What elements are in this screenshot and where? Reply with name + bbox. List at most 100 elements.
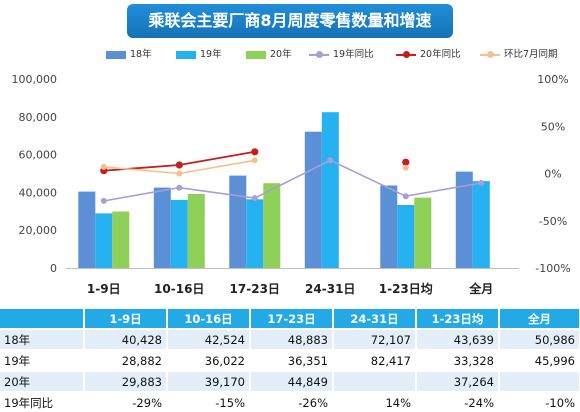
x-category-label: 全月 (468, 281, 493, 296)
legend-item-20: 20年 (246, 46, 292, 64)
table-cell: 39,170 (167, 370, 251, 392)
table-row: 19年同比 -29% -15% -26% 14% -24% -10% (0, 391, 580, 412)
table-cell: 82,417 (333, 349, 417, 371)
table-header: 17-23日 (250, 309, 334, 329)
table-cell: 36,022 (167, 349, 251, 371)
line-point (478, 179, 485, 186)
x-category-label: 24-31日 (305, 282, 355, 296)
legend-swatch-20 (246, 51, 266, 59)
legend: 18年 19年 20年 19年同比 20年同比 环比7月同期 (106, 46, 576, 64)
bar (246, 199, 264, 268)
x-category-label: 10-16日 (154, 282, 204, 296)
line-series (103, 159, 482, 202)
y-right-tick-label: 0% (544, 168, 561, 181)
table-cell: 36,351 (250, 349, 334, 371)
bar (153, 187, 171, 268)
y-right-tick-label: 50% (541, 120, 565, 133)
legend-swatch-18 (106, 51, 126, 59)
line-point (251, 148, 259, 156)
table-header: 24-31日 (333, 309, 417, 329)
chart-title: 乘联会主要厂商8月周度零售数量和增速 (127, 4, 453, 38)
bar (263, 183, 281, 268)
legend-item-yoy20: 20年同比 (396, 46, 461, 64)
row-label: 19年同比 (0, 391, 85, 412)
y-left-tick-label: 60,000 (19, 149, 58, 162)
row-label: 19年 (0, 349, 85, 371)
table-cell: 43,639 (416, 328, 500, 350)
table-cell: -26% (250, 391, 334, 412)
line-point (176, 184, 183, 191)
legend-label-18: 18年 (130, 49, 152, 60)
legend-swatch-mom (480, 51, 500, 59)
line-point (327, 157, 334, 164)
bar (304, 131, 322, 268)
legend-swatch-yoy19 (309, 51, 329, 59)
table-header: 1-9日 (84, 309, 168, 329)
table-cell: 44,849 (250, 370, 334, 392)
y-left-tick-label: 100,000 (12, 73, 58, 86)
table-cell: 29,883 (84, 370, 168, 392)
row-label: 20年 (0, 370, 85, 392)
table-cell: 33,328 (416, 349, 500, 371)
x-category-label: 1-9日 (87, 282, 121, 296)
legend-item-yoy19: 19年同比 (309, 46, 374, 64)
bar (112, 211, 130, 268)
bar (78, 191, 96, 268)
table-cell (499, 370, 580, 392)
table-cell: -29% (84, 391, 168, 412)
table-header: 全月 (499, 309, 580, 329)
y-left-tick-label: 20,000 (19, 224, 58, 237)
y-right-tick-label: -100% (535, 262, 570, 275)
y-left-tick-label: 0 (50, 262, 57, 275)
legend-label-yoy19: 19年同比 (333, 49, 374, 60)
line-point (402, 193, 409, 200)
bar (397, 205, 415, 268)
bar (414, 197, 432, 268)
table-header: 1-23日均 (416, 309, 500, 329)
bar (380, 185, 398, 268)
line-point (251, 195, 258, 202)
legend-label-20: 20年 (270, 49, 292, 60)
table-cell: 72,107 (333, 328, 417, 350)
table-header (0, 309, 85, 329)
line-point (100, 197, 107, 204)
table-cell: 42,524 (167, 328, 251, 350)
legend-label-19: 19年 (200, 49, 222, 60)
table-cell: 37,264 (416, 370, 500, 392)
line-point (176, 170, 183, 177)
row-label: 18年 (0, 328, 85, 350)
bar (229, 175, 247, 268)
table-cell: 14% (333, 391, 417, 412)
y-left-tick-label: 80,000 (19, 111, 58, 124)
bar (187, 194, 205, 268)
legend-label-yoy20: 20年同比 (420, 49, 461, 60)
legend-swatch-19 (176, 51, 196, 59)
table-row: 20年 29,883 39,170 44,849 37,264 (0, 370, 580, 392)
table-cell: 40,428 (84, 328, 168, 350)
table-cell (333, 370, 417, 392)
line-point (402, 164, 409, 171)
chart-svg: 0 20,000 40,000 60,000 80,000 100,000 -100% -50… (12, 73, 571, 296)
legend-item-19: 19年 (176, 46, 222, 64)
x-category-label: 17-23日 (230, 282, 280, 296)
table-cell: -24% (416, 391, 500, 412)
table-cell: -10% (499, 391, 580, 412)
table-header-row: 1-9日 10-16日 17-23日 24-31日 1-23日均 全月 (0, 309, 580, 329)
table-cell: -15% (167, 391, 251, 412)
bar (170, 199, 188, 268)
legend-item-mom: 环比7月同期 (480, 46, 558, 64)
table-row: 19年 28,882 36,022 36,351 82,417 33,328 4… (0, 349, 580, 371)
table-row: 18年 40,428 42,524 48,883 72,107 43,639 5… (0, 328, 580, 350)
table-cell: 48,883 (250, 328, 334, 350)
line-point (251, 157, 258, 164)
legend-swatch-yoy20 (396, 51, 416, 59)
y-left-tick-label: 40,000 (19, 186, 58, 199)
table-cell: 28,882 (84, 349, 168, 371)
legend-item-18: 18年 (106, 46, 152, 64)
y-right-tick-label: -50% (539, 215, 567, 228)
bar (321, 112, 339, 268)
bar (95, 213, 113, 268)
table-cell: 50,986 (499, 328, 580, 350)
table-cell: 45,996 (499, 349, 580, 371)
line-point (175, 161, 183, 169)
